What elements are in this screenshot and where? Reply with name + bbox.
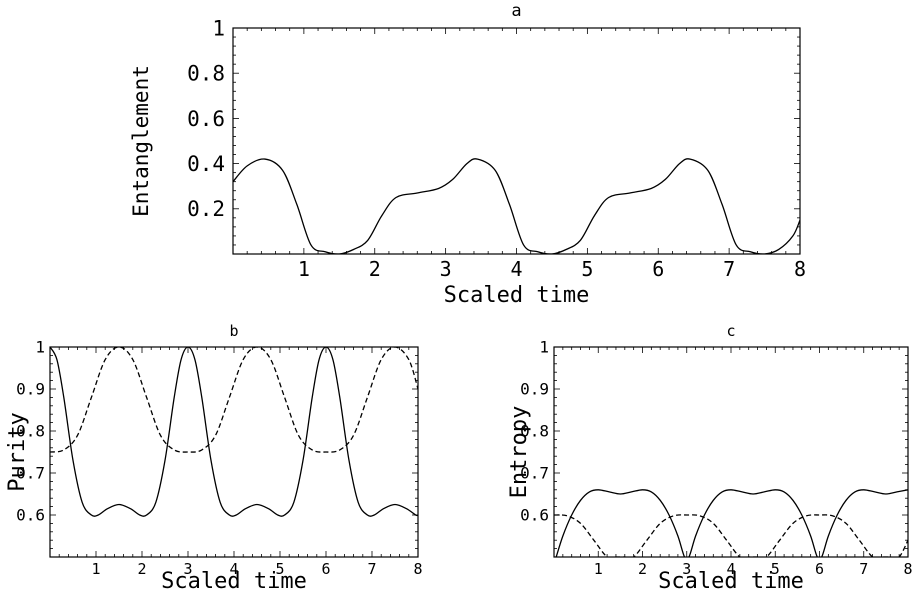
solid-series-line xyxy=(50,347,418,517)
y-tick-label: 0.7 xyxy=(520,464,549,483)
x-tick-label: 3 xyxy=(440,257,452,281)
chart-title: a xyxy=(511,1,521,21)
x-tick-label: 3 xyxy=(682,560,691,578)
panel-a: a 1 2 3 4 5 6 7 8 0.2 0.4 0.6 0.8 1 Scaled time Entangl… xyxy=(129,1,806,308)
y-tick-label: 1 xyxy=(212,16,225,40)
chart-title: b xyxy=(229,322,238,340)
x-tick-label: 4 xyxy=(229,560,238,578)
x-tick-label: 1 xyxy=(594,560,603,578)
y-tick-label: 0.8 xyxy=(187,62,225,86)
y-tick-label: 0.8 xyxy=(16,422,45,441)
panel-b: b 1 2 3 4 5 6 7 8 0.6 0.7 0.8 0.9 1 Scaled time Purity xyxy=(5,322,423,594)
y-axis-label: Entanglement xyxy=(129,65,153,217)
dashed-series-line xyxy=(50,347,418,453)
x-tick-label: 7 xyxy=(367,560,376,578)
y-tick-label: 0.9 xyxy=(16,380,45,399)
x-axis-label: Scaled time xyxy=(161,569,307,594)
x-tick-label: 2 xyxy=(638,560,647,578)
y-tick-label: 1 xyxy=(35,338,45,357)
y-axis-label: Entropy xyxy=(507,406,532,499)
chart-title: c xyxy=(726,322,735,340)
y-tick-label: 0.7 xyxy=(16,464,45,483)
x-tick-label: 1 xyxy=(298,257,310,281)
y-tick-label: 0.9 xyxy=(520,380,549,399)
x-tick-label: 2 xyxy=(137,560,146,578)
solid-series-line xyxy=(233,158,800,254)
x-tick-label: 7 xyxy=(859,560,868,578)
y-tick-label: 0.2 xyxy=(187,197,225,221)
solid-series-line xyxy=(555,489,908,557)
plot-frame xyxy=(553,346,909,558)
x-tick-label: 8 xyxy=(903,560,912,578)
y-tick-label: 0.4 xyxy=(187,152,225,176)
x-tick-label: 6 xyxy=(652,257,664,281)
y-axis-label: Purity xyxy=(5,412,30,491)
x-tick-label: 2 xyxy=(369,257,381,281)
y-tick-label: 0.6 xyxy=(16,506,45,525)
x-tick-label: 6 xyxy=(321,560,330,578)
x-tick-label: 8 xyxy=(413,560,422,578)
plot-frame xyxy=(232,27,801,255)
x-axis-label: Scaled time xyxy=(444,283,590,308)
x-tick-label: 8 xyxy=(794,257,806,281)
x-tick-label: 4 xyxy=(726,560,735,578)
panel-c: c 1 2 3 4 5 6 7 8 0.6 0.7 0.8 0.9 1 Scaled time Entropy xyxy=(507,322,912,594)
y-tick-label: 0.6 xyxy=(520,506,549,525)
x-tick-label: 6 xyxy=(815,560,824,578)
y-tick-label: 0.6 xyxy=(187,107,225,131)
x-tick-label: 1 xyxy=(91,560,100,578)
x-tick-label: 5 xyxy=(581,257,593,281)
x-tick-label: 5 xyxy=(275,560,284,578)
x-axis-label: Scaled time xyxy=(658,569,804,594)
x-tick-label: 5 xyxy=(771,560,780,578)
y-tick-label: 0.8 xyxy=(520,422,549,441)
y-tick-label: 1 xyxy=(539,338,549,357)
x-tick-label: 3 xyxy=(183,560,192,578)
x-tick-label: 7 xyxy=(723,257,735,281)
x-tick-label: 4 xyxy=(510,257,522,281)
plot-frame xyxy=(49,346,419,558)
